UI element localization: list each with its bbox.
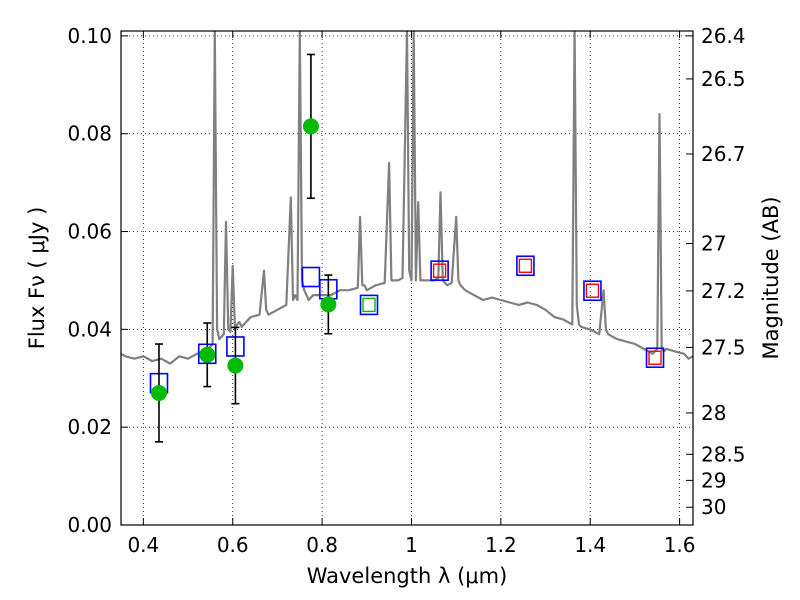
x-axis-label: Wavelength λ (μm) xyxy=(307,564,508,588)
magnitude-tick-label: 26.7 xyxy=(701,142,746,166)
magnitude-tick-label: 29 xyxy=(701,468,726,492)
model-band-square xyxy=(583,280,602,302)
model-band-square xyxy=(516,255,535,277)
photometry-point xyxy=(227,357,244,374)
y-axis-ticks: 0.00 0.02 0.04 0.06 0.08 0.10 xyxy=(67,24,128,537)
plot-frame xyxy=(120,30,694,526)
photometry-point xyxy=(199,346,216,363)
model-band-inner-square xyxy=(362,297,376,313)
x-axis-ticks: 0.4 0.6 0.8 1 1.2 1.4 1.6 xyxy=(127,31,696,557)
x-tick-label: 1.4 xyxy=(574,533,606,557)
x-tick-label: 0.6 xyxy=(217,533,249,557)
magnitude-tick-label: 27 xyxy=(701,232,726,256)
photometry-point xyxy=(320,296,337,313)
model-band-square xyxy=(359,294,379,316)
magnitude-tick-label: 27.2 xyxy=(701,279,746,303)
photometry-points xyxy=(150,118,337,401)
photometry-point xyxy=(302,118,319,135)
model-band-inner-square xyxy=(585,283,600,298)
model-band-inner-square xyxy=(432,263,447,278)
model-band-square xyxy=(301,266,321,288)
model-band-inner-square xyxy=(518,258,533,273)
y-tick-label: 0.10 xyxy=(67,24,112,48)
y-axis-label: Flux Fν ( μJy ) xyxy=(25,207,49,350)
magnitude-tick-label: 27.5 xyxy=(701,335,746,359)
x-tick-label: 1.6 xyxy=(664,533,696,557)
sed-model-line xyxy=(121,31,693,365)
y-tick-label: 0.04 xyxy=(67,317,112,341)
y-tick-label: 0.06 xyxy=(67,220,112,244)
magnitude-axis-label: Magnitude (AB) xyxy=(759,196,783,359)
y-tick-label: 0.02 xyxy=(67,415,112,439)
magnitude-tick-label: 26.4 xyxy=(701,24,746,48)
x-tick-label: 1.2 xyxy=(485,533,517,557)
magnitude-tick-label: 30 xyxy=(701,495,726,519)
x-tick-label: 1 xyxy=(405,533,418,557)
x-tick-label: 0.4 xyxy=(127,533,159,557)
magnitude-tick-label: 28.5 xyxy=(701,442,746,466)
model-band-square xyxy=(645,347,665,369)
y-tick-label: 0.00 xyxy=(67,513,112,537)
magnitude-tick-label: 26.5 xyxy=(701,67,746,91)
x-tick-label: 0.8 xyxy=(306,533,338,557)
model-band-square xyxy=(430,260,449,281)
y-tick-label: 0.08 xyxy=(67,122,112,146)
model-band-inner-square xyxy=(648,350,662,365)
magnitude-axis-ticks: 26.4 26.5 26.7 27 27.2 27.5 28 28.529 30 xyxy=(686,24,746,519)
magnitude-tick-label: 28 xyxy=(701,401,726,425)
photometry-point xyxy=(150,384,167,401)
